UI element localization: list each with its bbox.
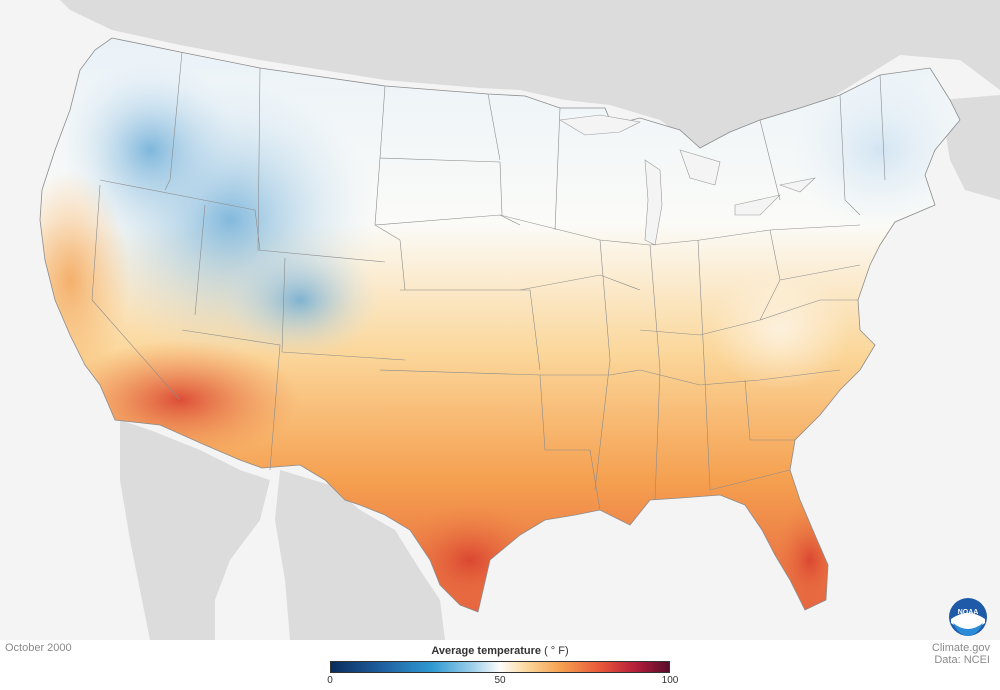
great-lakes bbox=[559, 114, 816, 246]
color-legend: Average temperature ( ° F) 0 50 100 bbox=[327, 645, 678, 689]
state-borders bbox=[91, 51, 886, 511]
credit-data-source: Data: NCEI bbox=[934, 654, 990, 666]
legend-title: Average temperature bbox=[431, 645, 541, 657]
legend-tick-50: 50 bbox=[494, 675, 506, 686]
date-label: October 2000 bbox=[5, 642, 72, 654]
footer: October 2000 Average temperature ( ° F) … bbox=[0, 640, 1000, 690]
noaa-logo-icon: NOAA bbox=[949, 598, 987, 636]
legend-color-bar bbox=[330, 661, 670, 673]
credit-climate-gov: Climate.gov bbox=[931, 642, 990, 654]
map-canvas bbox=[39, 0, 1000, 640]
legend-title-row: Average temperature ( ° F) bbox=[330, 645, 670, 657]
legend-unit: ( ° F) bbox=[544, 645, 569, 657]
legend-tick-0: 0 bbox=[327, 675, 333, 686]
temperature-map bbox=[39, 0, 1000, 640]
noaa-logo-text: NOAA bbox=[958, 609, 979, 616]
legend-tick-100: 100 bbox=[661, 675, 679, 686]
